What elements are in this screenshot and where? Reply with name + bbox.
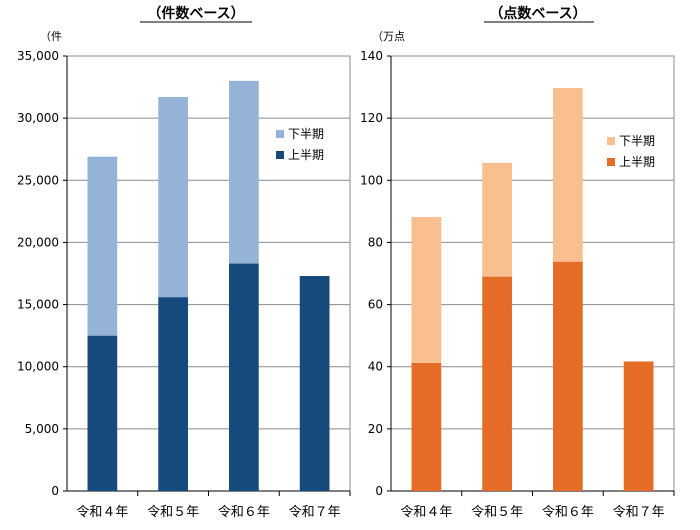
count-x-tick-label: 令和６年: [218, 505, 270, 520]
points-y-tick-label: 60: [368, 298, 383, 312]
count-legend-label: 下半期: [288, 127, 324, 141]
points-x-tick-label: 令和５年: [471, 505, 523, 520]
chart-points: （点数ベース） （万点 0 20 40 60 80 100 120 140 令和４年 令和５年 令和…: [360, 5, 675, 520]
count-legend-swatch: [276, 130, 284, 138]
count-x-tick-label: 令和７年: [289, 505, 341, 520]
count-bar-second-half: [158, 97, 188, 298]
count-y-tick-label: 15,000: [17, 298, 59, 312]
count-y-tick-label: 35,000: [17, 49, 59, 63]
chart-points-unit-label: （万点: [372, 30, 405, 43]
points-y-tick-label: 20: [368, 422, 383, 436]
count-bar-second-half: [87, 156, 118, 336]
points-y-tick-label: 40: [368, 360, 383, 374]
points-y-tick-label: 80: [368, 235, 383, 249]
count-bar-first-half: [158, 297, 188, 491]
points-bar-first-half: [411, 362, 442, 491]
points-bar-first-half: [553, 261, 583, 491]
points-y-tick-label: 0: [375, 484, 383, 498]
count-y-tick-label: 30,000: [17, 111, 59, 125]
points-legend-label: 上半期: [619, 155, 655, 169]
points-legend-swatch: [607, 158, 615, 166]
count-bar-first-half: [87, 335, 118, 491]
count-x-tick-label: 令和５年: [147, 505, 199, 520]
count-y-tick-label: 25,000: [17, 173, 59, 187]
points-bar-first-half: [482, 276, 512, 491]
chart-count: （件数ベース） （件 0 5,000 10,000 15,000 20,000 25,00…: [17, 5, 351, 520]
points-bar-second-half: [411, 216, 442, 363]
chart-count-unit-label: （件: [40, 30, 62, 43]
count-y-tick-label: 10,000: [17, 360, 59, 374]
points-bar-second-half: [482, 162, 512, 277]
chart-count-plot: 0 5,000 10,000 15,000 20,000 25,000 30,000 35,0…: [17, 49, 351, 520]
points-bar-second-half: [553, 88, 583, 262]
points-legend-swatch: [607, 137, 615, 145]
count-y-tick-label: 0: [51, 484, 59, 498]
count-y-tick-label: 20,000: [17, 235, 59, 249]
chart-count-title: （件数ベース）: [147, 5, 244, 22]
count-y-tick-label: 5,000: [25, 422, 59, 436]
points-bar-first-half: [623, 361, 654, 491]
count-bar-second-half: [229, 80, 259, 264]
count-x-tick-label: 令和４年: [76, 505, 128, 520]
count-bar-first-half: [299, 275, 330, 491]
points-legend-label: 下半期: [619, 134, 655, 148]
count-bar-first-half: [229, 263, 259, 491]
points-y-tick-label: 100: [360, 173, 383, 187]
points-y-tick-label: 120: [360, 111, 383, 125]
chart-points-title: （点数ベース）: [489, 5, 586, 22]
count-legend-label: 上半期: [288, 148, 324, 162]
points-y-tick-label: 140: [360, 49, 383, 63]
points-x-tick-label: 令和７年: [613, 505, 665, 520]
count-legend-swatch: [276, 151, 284, 159]
points-x-tick-label: 令和６年: [542, 505, 594, 520]
points-x-tick-label: 令和４年: [400, 505, 452, 520]
